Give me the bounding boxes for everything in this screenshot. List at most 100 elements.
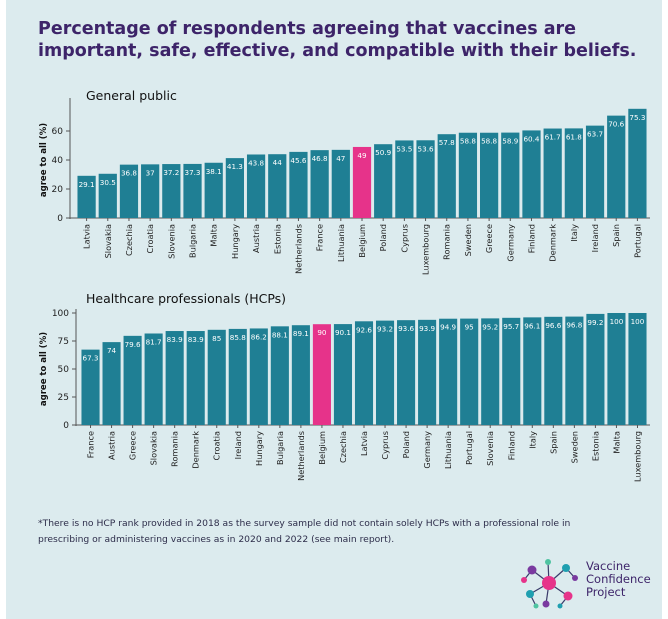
logo-text-line1: Vaccine <box>586 559 631 573</box>
bar-value-label: 96.1 <box>524 321 540 330</box>
bar-value-label: 74 <box>107 346 117 355</box>
bar-value-label: 67.3 <box>83 354 99 363</box>
category-label: Malta <box>611 431 621 454</box>
bar <box>607 115 626 218</box>
bar <box>439 318 458 425</box>
bar <box>204 162 223 218</box>
category-label: Spain <box>611 224 621 247</box>
category-label: Germany <box>422 431 432 469</box>
bar <box>312 324 331 425</box>
category-label: Belgium <box>357 224 367 258</box>
bar-value-label: 70.6 <box>608 120 624 129</box>
bar-value-label: 36.8 <box>121 169 137 178</box>
category-label: France <box>86 431 96 458</box>
bar-value-label: 88.1 <box>272 330 288 339</box>
bar-value-label: 75.3 <box>629 113 645 122</box>
bar <box>331 149 350 218</box>
bar <box>437 134 456 218</box>
footnote: *There is no HCP rank provided in 2018 a… <box>38 518 571 545</box>
bar-value-label: 38.1 <box>206 167 222 176</box>
bar <box>607 313 626 425</box>
y-axis-label: agree to all (%) <box>39 332 49 406</box>
bar <box>522 130 541 218</box>
category-label: Luxembourg <box>421 224 431 275</box>
bar-value-label: 85.8 <box>230 333 246 342</box>
bar <box>119 164 139 218</box>
category-label: Estonia <box>590 431 600 461</box>
bar <box>564 128 583 218</box>
y-tick-label: 40 <box>52 156 64 166</box>
category-label: Hungary <box>254 431 264 466</box>
bar <box>480 132 499 218</box>
category-label: Poland <box>401 431 411 458</box>
y-tick-label: 0 <box>57 214 63 224</box>
category-label: Denmark <box>548 224 558 262</box>
bar <box>375 320 395 425</box>
bar <box>310 150 329 218</box>
y-tick-label: 75 <box>58 337 69 347</box>
bar <box>225 158 244 218</box>
bar-value-label: 83.9 <box>167 335 183 344</box>
category-label: Estonia <box>272 224 282 254</box>
category-label: Netherlands <box>293 224 303 274</box>
bar-value-label: 58.9 <box>502 137 518 146</box>
bar-value-label: 29.1 <box>79 180 95 189</box>
bar <box>586 313 605 425</box>
bar <box>543 128 562 218</box>
bar-value-label: 95.7 <box>503 322 519 331</box>
category-label: Finland <box>526 224 536 253</box>
bar <box>123 335 142 425</box>
bar-value-label: 49 <box>357 151 367 160</box>
bar-value-label: 89.1 <box>293 329 309 338</box>
category-label: Bulgaria <box>188 224 198 258</box>
category-label: Lithuania <box>443 431 453 469</box>
category-label: Portugal <box>464 431 474 465</box>
vaccine-confidence-project-logo: Vaccine Confidence Project <box>518 556 658 610</box>
bar-value-label: 37.3 <box>185 168 201 177</box>
bar-value-label: 61.8 <box>566 132 582 141</box>
bar <box>249 328 268 425</box>
bar-value-label: 100 <box>631 317 645 326</box>
bar <box>523 317 542 425</box>
category-label: France <box>315 224 325 251</box>
bar-value-label: 100 <box>610 317 624 326</box>
logo-text: Vaccine Confidence Project <box>586 560 651 599</box>
category-label: Cyprus <box>380 431 390 460</box>
bar <box>268 154 287 218</box>
bar <box>186 331 205 425</box>
bar-value-label: 58.8 <box>460 137 476 146</box>
bar <box>270 326 289 425</box>
bar-value-label: 90 <box>317 328 327 337</box>
bar-value-label: 57.8 <box>439 138 455 147</box>
bar-value-label: 37 <box>146 168 155 177</box>
bar <box>77 175 96 218</box>
bar-value-label: 96.8 <box>566 321 582 330</box>
bar <box>395 140 414 218</box>
category-label: Greece <box>128 431 138 460</box>
bar-value-label: 37.2 <box>163 168 179 177</box>
bar-value-label: 41.3 <box>227 162 243 171</box>
y-tick-label: 100 <box>52 309 69 319</box>
molecule-logo-icon <box>521 559 578 609</box>
category-label: Slovakia <box>149 431 159 465</box>
chart-title: Healthcare professionals (HCPs) <box>86 291 286 306</box>
category-label: Malta <box>209 224 219 247</box>
bar <box>246 154 266 218</box>
bar <box>183 163 202 218</box>
bar-value-label: 93.9 <box>419 324 435 333</box>
category-label: Croatia <box>145 224 155 253</box>
bar <box>458 132 478 218</box>
y-tick-label: 50 <box>58 365 70 375</box>
infographic-panel <box>6 0 662 619</box>
bar <box>291 325 310 425</box>
y-tick-label: 60 <box>52 127 64 137</box>
y-tick-label: 20 <box>52 185 64 195</box>
bar <box>628 313 647 425</box>
bar-value-label: 79.6 <box>125 340 141 349</box>
bar <box>165 331 184 425</box>
category-label: Austria <box>251 224 261 253</box>
category-label: Greece <box>484 224 494 253</box>
bar-value-label: 53.6 <box>418 144 434 153</box>
category-label: Denmark <box>191 431 201 469</box>
bar <box>585 125 605 218</box>
